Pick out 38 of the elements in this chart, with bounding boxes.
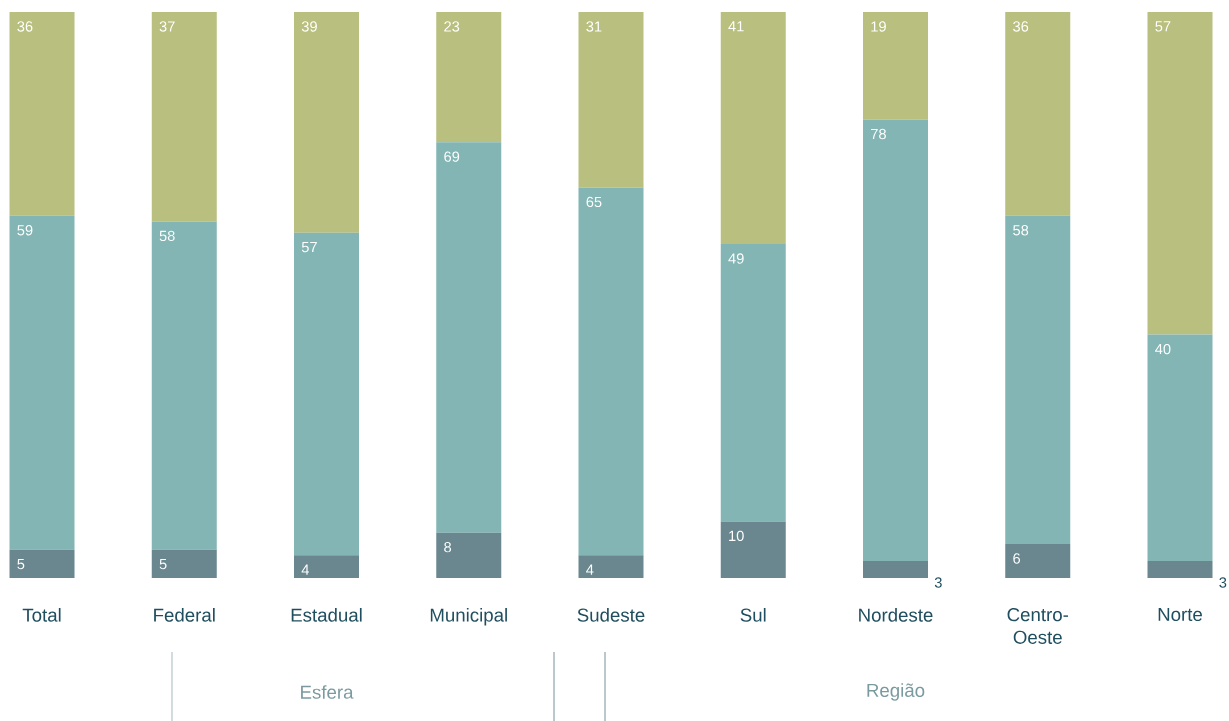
text: Região: [867, 683, 925, 701]
data-label: 39: [301, 21, 317, 32]
x-tick-label: Municipal: [430, 608, 507, 626]
data-label: 23: [444, 21, 460, 32]
x-tick-label: Federal: [154, 608, 215, 622]
data-label: 6: [1013, 553, 1021, 564]
data-label: 36: [1013, 21, 1029, 32]
data-label: 3: [1219, 577, 1227, 588]
data-label: 4: [586, 564, 594, 575]
data-label: 3: [934, 577, 942, 588]
data-label: 69: [444, 151, 460, 162]
data-label: 31: [586, 21, 602, 32]
data-label: 78: [871, 128, 886, 140]
text: Esfera: [301, 685, 354, 699]
data-label: 19: [871, 21, 886, 32]
data-label: 40: [1155, 343, 1171, 355]
data-label: 41: [728, 21, 744, 32]
data-label: 5: [17, 558, 25, 570]
x-tick-label: Nordeste: [859, 608, 933, 622]
data-label: 58: [159, 230, 175, 242]
x-tick-label: Sudeste: [577, 608, 645, 622]
data-label: 5: [159, 558, 167, 570]
data-label: 8: [444, 541, 452, 553]
x-tick-label: Centro-Oeste: [1007, 608, 1069, 644]
data-label: 59: [17, 225, 33, 236]
data-label: 65: [586, 196, 602, 208]
data-label: 36: [17, 21, 33, 32]
x-tick-label: Norte: [1158, 608, 1202, 622]
data-label: 57: [1155, 21, 1171, 32]
x-tick-label: Total: [22, 608, 61, 622]
x-tick-label: Sul: [740, 608, 766, 622]
data-label: 58: [1013, 225, 1029, 236]
data-label: 57: [301, 242, 317, 253]
data-label: 49: [728, 253, 744, 264]
x-tick-label: Estadual: [291, 608, 362, 622]
data-label: 37: [159, 21, 175, 32]
data-label: 10: [729, 530, 744, 542]
data-label: 4: [301, 564, 309, 575]
